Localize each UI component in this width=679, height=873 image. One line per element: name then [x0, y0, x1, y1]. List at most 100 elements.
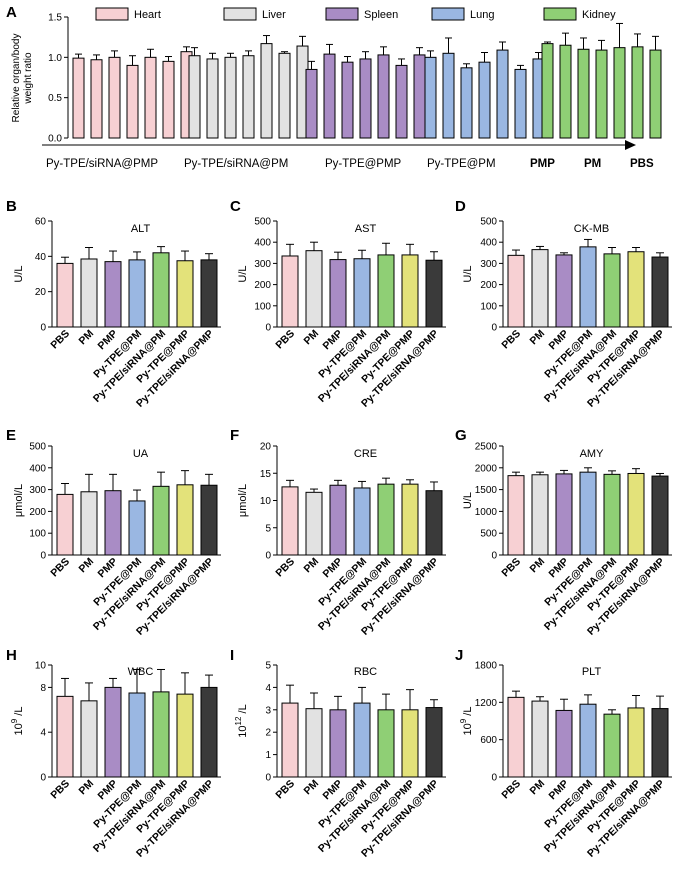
y-tick-label: 2500 [475, 442, 498, 453]
x-category-label: PBS [48, 328, 72, 352]
bar-spleen-5 [395, 64, 408, 139]
y-tick-label: 0 [40, 551, 46, 562]
legend-swatch-lung [431, 7, 465, 21]
y-tick-label: 2000 [475, 463, 498, 474]
bar-pypm [128, 500, 146, 556]
panel-title: ALT [131, 223, 151, 235]
y-tick-label: 1 [265, 750, 271, 761]
bar-lung-0 [424, 56, 437, 139]
legend-label-spleen: Spleen [364, 9, 398, 21]
bar-spleen-4 [377, 54, 390, 139]
panel-letter: A [6, 4, 17, 21]
y-axis-label-text: 109 /L [459, 707, 474, 736]
y-tick-label: 10 [35, 661, 47, 672]
y-axis-label: 109 /L [10, 707, 25, 736]
panel-title: WBC [128, 666, 154, 678]
legend-label-kidney: Kidney [582, 9, 616, 21]
y-tick-label: 20 [260, 442, 272, 453]
bar-pbs [56, 695, 74, 778]
y-tick-label: 0 [265, 323, 271, 334]
y-label-unit: /L [462, 707, 474, 719]
bar-pmp [555, 709, 573, 778]
panel-letter: C [230, 198, 241, 215]
group-label: PBS [630, 158, 654, 170]
bar-pysipm [377, 483, 395, 556]
panel-a: A Relative organ/body weight ratio 0.0 0.5 1.… [6, 4, 662, 170]
bar-pbs [507, 475, 525, 556]
bar-pypm [579, 471, 597, 556]
y-tick-label: 1.5 [48, 13, 62, 24]
y-tick-label: 0 [491, 551, 497, 562]
y-axis-label: U/L [13, 265, 25, 282]
x-category-label: PM [76, 327, 96, 347]
y-tick-label: 0 [40, 323, 46, 334]
bar-kidney-1 [559, 44, 572, 139]
bar-pypmp [401, 254, 419, 328]
y-axis-label: μmol/L [13, 484, 25, 517]
panel-title: AST [355, 223, 377, 235]
panel-title: UA [133, 448, 149, 460]
bar-pysipm [152, 485, 170, 556]
y-tick-label: 1.0 [48, 53, 62, 64]
bar-heart-4 [144, 56, 157, 139]
y-axis-label-line2: weight ratio [23, 52, 34, 105]
y-label-exponent: 9 [459, 718, 468, 723]
bar-pypmp [176, 693, 194, 778]
y-tick-label: 15 [260, 469, 272, 480]
bar-pypmp [176, 484, 194, 556]
y-tick-label: 40 [35, 252, 47, 263]
bar-pm [305, 708, 323, 778]
legend-label-heart: Heart [134, 9, 161, 21]
bar-spleen-2 [341, 61, 354, 139]
y-axis-label: U/L [462, 265, 474, 282]
bar-pm [80, 258, 98, 328]
bar-pm [305, 250, 323, 328]
x-category-label: PM [301, 777, 321, 797]
y-tick-label: 100 [29, 529, 46, 540]
bar-kidney-2 [577, 48, 590, 139]
y-tick-label: 1500 [475, 485, 498, 496]
y-tick-label: 300 [254, 259, 271, 270]
bar-pm [80, 491, 98, 556]
bar-pm [531, 249, 549, 328]
bar-pbs [56, 493, 74, 556]
group-label: Py-TPE/siRNA@PM [184, 158, 288, 170]
bar-liver-1 [206, 58, 219, 139]
bar-liver-4 [260, 43, 273, 139]
bar-pypmp [401, 709, 419, 778]
legend-swatch-kidney [543, 7, 577, 21]
bar-kidney-3 [595, 49, 608, 139]
bar-pysipm [603, 713, 621, 778]
y-axis-label-text: μmol/L [13, 484, 25, 517]
y-tick-label: 0.5 [48, 93, 62, 104]
x-category-label: PBS [273, 778, 297, 802]
bar-heart-5 [162, 60, 175, 139]
bar-pypm [353, 258, 371, 328]
bar-pypm [579, 246, 597, 328]
group-label: Py-TPE@PMP [325, 158, 402, 170]
bar-pysipm [152, 691, 170, 778]
bar-pysipm [377, 254, 395, 328]
y-axis-label: U/L [462, 492, 474, 509]
bar-spleen-6 [413, 54, 426, 139]
bar-pysipmp [651, 708, 669, 778]
bar-pypmp [627, 251, 645, 328]
bar-kidney-5 [631, 46, 644, 139]
bar-kidney-6 [649, 49, 662, 139]
y-tick-label: 1800 [475, 661, 498, 672]
bar-pbs [56, 262, 74, 328]
y-tick-label: 2 [265, 728, 271, 739]
bar-pysipmp [425, 490, 443, 556]
x-category-label: PM [301, 327, 321, 347]
panel-letter: H [6, 647, 17, 664]
x-category-label: PM [76, 777, 96, 797]
y-tick-label: 500 [480, 529, 497, 540]
y-axis-label-text: μmol/L [237, 484, 249, 517]
group-label: Py-TPE/siRNA@PMP [46, 158, 158, 170]
y-tick-label: 0 [265, 551, 271, 562]
y-axis-label: μmol/L [237, 484, 249, 517]
